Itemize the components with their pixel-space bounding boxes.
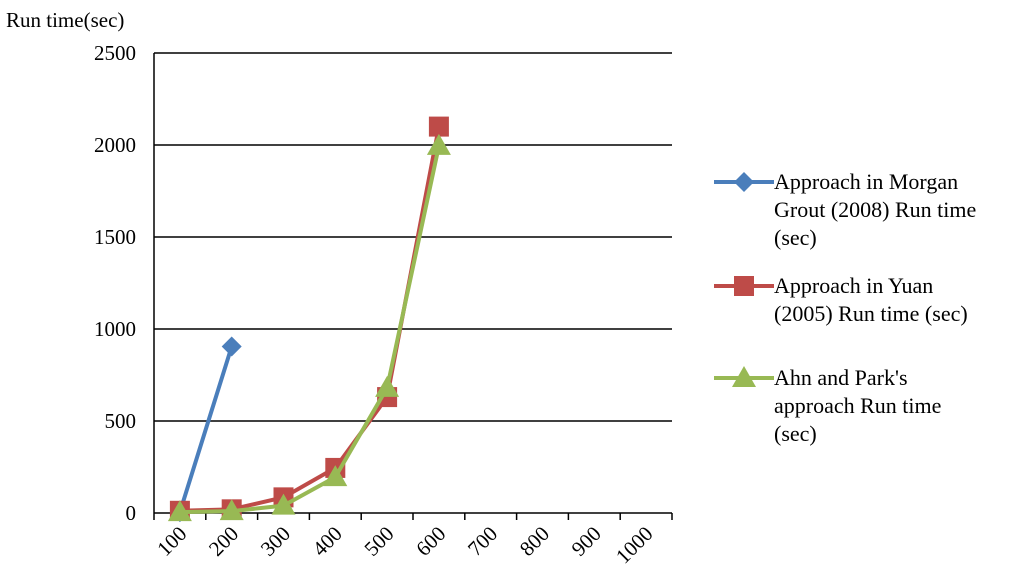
y-tick-label: 500	[105, 409, 137, 433]
legend-label-line: approach Run time	[774, 393, 942, 418]
series-lines	[167, 116, 451, 523]
legend-marker	[714, 366, 774, 387]
legend-label-line: Approach in Yuan	[774, 273, 934, 298]
legend-marker	[714, 276, 774, 296]
x-tick-label: 600	[411, 522, 450, 561]
data-point	[167, 500, 192, 522]
x-tick-label: 900	[567, 522, 606, 561]
legend-label-line: Ahn and Park's	[774, 365, 908, 390]
data-point	[734, 276, 754, 296]
legend-label: Approach in Morgan Grout (2008) Run time (…	[774, 168, 976, 252]
y-tick-label: 1500	[94, 225, 136, 249]
legend-label-line: Grout (2008) Run time	[774, 197, 977, 222]
legend-label-line: (2005) Run time (sec)	[774, 301, 968, 326]
legend-label: Ahn and Park's approach Run time (sec)	[774, 364, 941, 448]
legend-label-line: (sec)	[774, 225, 817, 250]
legend-label-line: Approach in Morgan	[774, 169, 959, 194]
data-point	[734, 172, 754, 192]
data-point	[323, 465, 348, 487]
y-tick-label: 2500	[94, 41, 136, 65]
series-3	[167, 133, 451, 522]
data-point	[219, 499, 244, 521]
x-tick-label: 700	[463, 522, 502, 561]
x-tick-label: 300	[256, 522, 295, 561]
x-axis	[153, 53, 673, 520]
y-tick-label: 0	[126, 501, 137, 525]
legend-marker	[714, 172, 774, 192]
data-point	[221, 336, 242, 357]
x-tick-labels: 100 200 300 400 500 600 700 800 900 1000	[152, 522, 657, 569]
series-line	[177, 345, 234, 513]
x-tick-label: 800	[515, 522, 554, 561]
series-2	[169, 116, 449, 521]
data-point	[732, 366, 756, 387]
y-tick-label: 1000	[94, 317, 136, 341]
series-1	[169, 336, 242, 523]
x-tick-label: 200	[204, 522, 243, 561]
data-point	[426, 133, 451, 155]
y-tick-labels: 0 500 1000 1500 2000 2500	[94, 41, 136, 525]
series-line	[179, 145, 441, 515]
data-point	[428, 116, 449, 137]
x-tick-label: 1000	[611, 522, 658, 569]
x-tick-label: 100	[152, 522, 191, 561]
legend-label-line: (sec)	[774, 421, 817, 446]
data-point	[375, 375, 400, 397]
x-tick-label: 500	[359, 522, 398, 561]
data-point	[271, 493, 296, 515]
gridlines	[154, 52, 672, 422]
x-tick-label: 400	[308, 522, 347, 561]
legend-label: Approach in Yuan (2005) Run time (sec)	[774, 272, 968, 328]
y-axis-title: Run time(sec)	[6, 8, 124, 32]
y-tick-label: 2000	[94, 133, 136, 157]
